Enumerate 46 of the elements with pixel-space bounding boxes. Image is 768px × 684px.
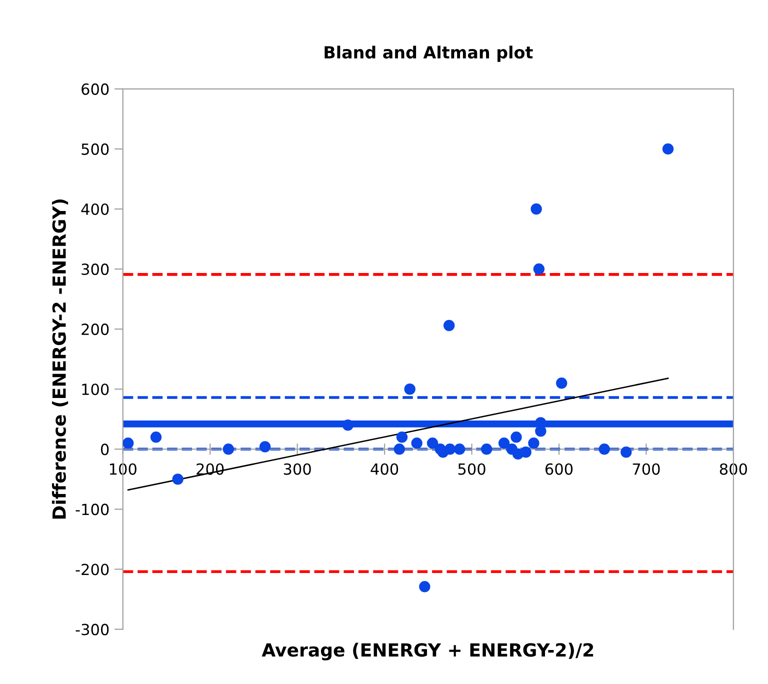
point [444, 444, 456, 455]
point [259, 441, 271, 452]
y-tick-label: -100 [76, 504, 109, 516]
chart-title: Bland and Altman plot [324, 46, 533, 62]
y-tick-label: 100 [82, 384, 109, 396]
point [411, 438, 422, 449]
point [172, 474, 184, 485]
point [620, 446, 632, 458]
y-tick-label: 600 [82, 83, 109, 95]
point [150, 432, 162, 443]
x-tick-label: 600 [545, 463, 573, 475]
x-tick-label: 500 [458, 463, 486, 475]
point [443, 320, 455, 332]
point [520, 446, 532, 458]
x-tick-label: 300 [284, 463, 311, 475]
x-tick-label: 700 [632, 463, 660, 475]
point [404, 384, 416, 395]
point [122, 438, 134, 449]
y-tick-label: 0 [100, 444, 109, 456]
x-tick-label: 400 [370, 463, 398, 475]
point [454, 444, 466, 455]
point [498, 438, 510, 449]
y-tick-label: 200 [82, 324, 109, 336]
point [510, 432, 522, 443]
y-axis-title: Difference (ENERGY-2 -ENERGY) [52, 199, 68, 519]
point [662, 143, 674, 155]
point [533, 263, 545, 275]
point [342, 420, 354, 431]
y-tick-label: -200 [76, 564, 109, 576]
x-axis-title: Average (ENERGY + ENERGY-2)/2 [262, 642, 594, 660]
point [222, 444, 234, 455]
point [419, 581, 430, 592]
point [556, 378, 568, 389]
y-tick-label: 500 [82, 143, 109, 155]
x-tick-label: 800 [720, 463, 748, 475]
y-tick-label: 300 [82, 264, 109, 276]
point [396, 432, 408, 443]
point [598, 444, 610, 455]
point [480, 444, 492, 455]
point [394, 444, 405, 455]
y-tick-label: 400 [81, 203, 109, 216]
x-tick-label: 100 [110, 463, 136, 475]
y-tick-label: -300 [76, 624, 109, 636]
point [530, 203, 542, 215]
point [528, 438, 540, 449]
point [426, 438, 438, 449]
